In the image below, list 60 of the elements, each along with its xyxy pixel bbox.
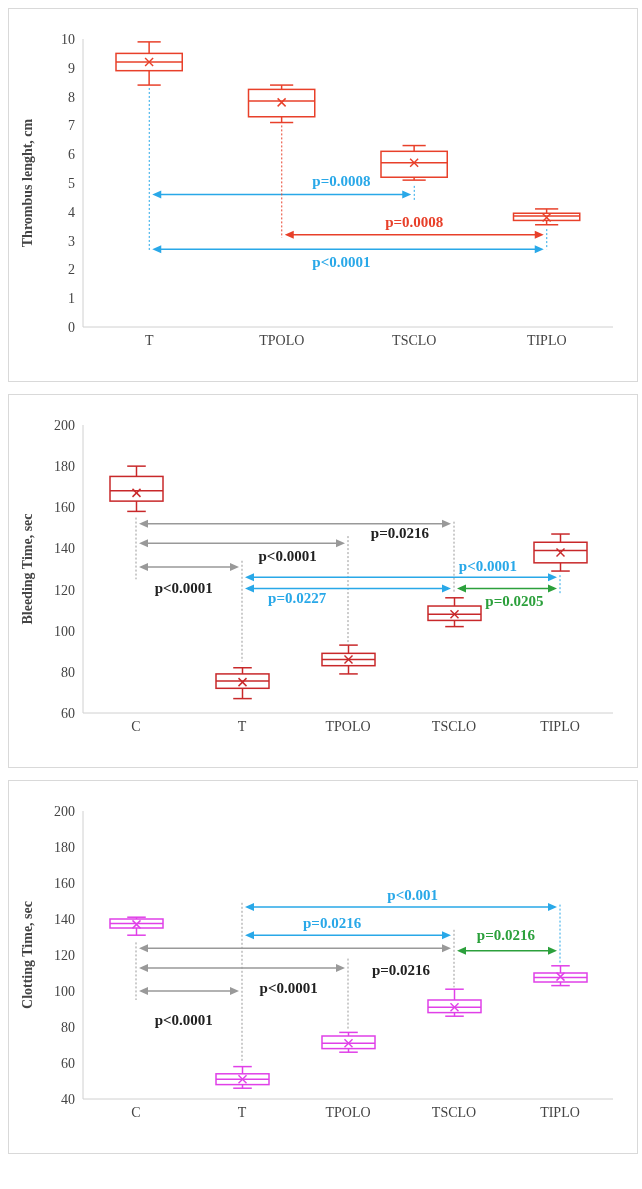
y-tick-label: 6 (68, 147, 75, 163)
y-tick-label: 5 (68, 175, 75, 191)
x-tick-label: TPOLO (325, 1104, 371, 1120)
y-tick-label: 160 (54, 500, 75, 516)
annotation: p<0.0001 (312, 254, 371, 271)
y-tick-label: 140 (54, 911, 75, 927)
y-tick-label: 10 (61, 31, 75, 47)
y-tick-label: 2 (68, 262, 75, 278)
y-tick-label: 9 (68, 60, 75, 76)
x-tick-label: TIPLO (526, 332, 567, 348)
y-tick-label: 140 (54, 541, 75, 557)
y-tick-label: 180 (54, 459, 75, 475)
y-tick-label: 7 (68, 118, 75, 134)
y-tick-label: 8 (68, 89, 75, 105)
y-tick-label: 120 (54, 947, 75, 963)
annotation: p=0.0216 (371, 962, 431, 979)
y-tick-label: 3 (68, 233, 75, 249)
annotation: p=0.0216 (303, 915, 362, 932)
annotation: p=0.0216 (476, 926, 536, 943)
x-tick-label: T (237, 1104, 247, 1120)
y-tick-label: 180 (54, 839, 75, 855)
annotation: p<0.0001 (154, 1012, 213, 1029)
y-tick-label: 4 (68, 204, 75, 220)
y-tick-label: 200 (54, 803, 75, 819)
y-tick-label: 60 (61, 1055, 75, 1071)
x-tick-label: TIPLO (540, 1104, 580, 1120)
y-tick-label: 120 (54, 582, 75, 598)
annotation: p=0.0227 (268, 590, 327, 607)
y-tick-label: 80 (61, 664, 75, 680)
annotation: p<0.0001 (258, 548, 317, 565)
annotation: p<0.0001 (458, 557, 517, 574)
y-tick-label: 100 (54, 983, 75, 999)
x-tick-label: T (237, 718, 247, 734)
annotation: p=0.0008 (385, 213, 444, 230)
annotation: p<0.001 (387, 886, 438, 903)
y-tick-label: 100 (54, 623, 75, 639)
x-tick-label: C (131, 1104, 141, 1120)
y-tick-label: 1 (68, 291, 75, 307)
y-tick-label: 40 (61, 1091, 75, 1107)
y-axis-title: Thrombus lenght, cm (19, 118, 35, 248)
y-tick-label: 200 (54, 417, 75, 433)
x-tick-label: TPOLO (259, 332, 305, 348)
x-tick-label: TSCLO (431, 1104, 477, 1120)
x-tick-label: C (131, 718, 141, 734)
x-tick-label: TIPLO (540, 718, 580, 734)
annotation: p<0.0001 (154, 580, 213, 597)
annotation: p=0.0205 (485, 593, 544, 610)
x-tick-label: TSCLO (431, 718, 477, 734)
y-tick-label: 80 (61, 1019, 75, 1035)
y-tick-label: 0 (68, 319, 75, 335)
annotation: p=0.0008 (312, 173, 371, 190)
annotation: p=0.0216 (370, 525, 430, 542)
y-tick-label: 160 (54, 875, 75, 891)
annotation: p<0.0001 (259, 979, 318, 996)
x-tick-label: T (144, 332, 154, 348)
x-tick-label: TPOLO (325, 718, 371, 734)
y-axis-title: Clotting Time, sec (19, 901, 35, 1009)
y-tick-label: 60 (61, 705, 75, 721)
y-axis-title: Bleeding Time, sec (19, 513, 35, 625)
x-tick-label: TSCLO (392, 332, 437, 348)
